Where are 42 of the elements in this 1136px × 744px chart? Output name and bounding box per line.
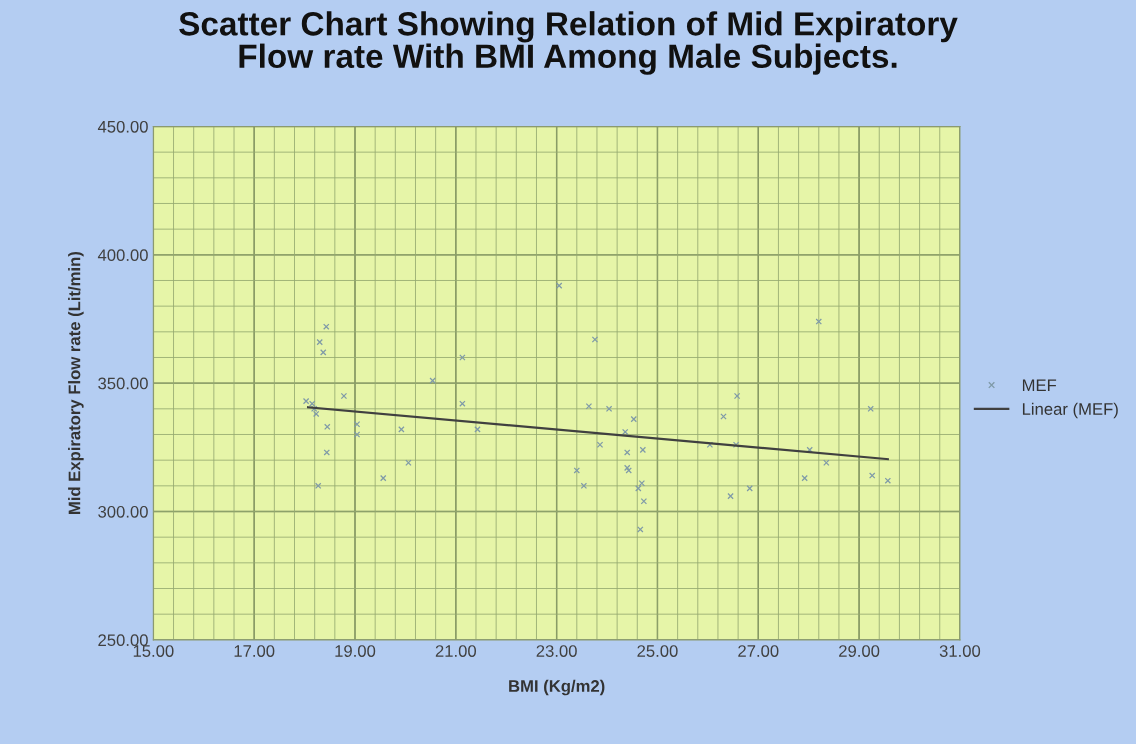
point bbox=[596, 441, 604, 448]
point bbox=[353, 421, 361, 428]
point bbox=[573, 467, 581, 474]
x-axis-title: BMI (Kg/m2) bbox=[509, 679, 605, 696]
point bbox=[815, 318, 822, 325]
point bbox=[623, 449, 631, 456]
point bbox=[867, 405, 874, 413]
chart-title: Scatter Chart Showing Relation of Mid Expiratory Flow rate With BMI Among Male Subjects. bbox=[179, 11, 958, 75]
point bbox=[727, 492, 734, 500]
x-tick-label: 31.00 bbox=[939, 645, 981, 657]
y-tick-label: 250.00 bbox=[98, 634, 148, 647]
point bbox=[405, 459, 412, 466]
y-tick-label: 300.00 bbox=[98, 505, 148, 518]
x-tick-label: 19.00 bbox=[335, 645, 376, 657]
y-tick-label: 350.00 bbox=[98, 377, 148, 390]
point bbox=[637, 526, 644, 533]
x-tick-label: 23.00 bbox=[536, 645, 577, 657]
x-tick-label: 25.00 bbox=[637, 645, 678, 657]
point bbox=[459, 354, 466, 361]
y-tick-label: 450.00 bbox=[97, 120, 148, 133]
point bbox=[801, 474, 808, 482]
x-tick-label: 21.00 bbox=[435, 645, 477, 657]
point bbox=[591, 336, 599, 343]
y-axis-title: Mid Expiratory Flow rate (Lit/min) bbox=[68, 252, 84, 514]
legend-label: Linear (MEF) bbox=[1022, 402, 1118, 419]
point bbox=[353, 431, 361, 438]
y-tick-label: 400.00 bbox=[97, 249, 148, 262]
point bbox=[621, 428, 629, 436]
point bbox=[323, 449, 330, 456]
x-tick-label: 17.00 bbox=[234, 645, 275, 657]
point bbox=[630, 415, 637, 423]
point bbox=[474, 426, 481, 433]
x-tick-label: 27.00 bbox=[738, 645, 779, 657]
point bbox=[868, 472, 876, 479]
point bbox=[585, 403, 593, 410]
point bbox=[555, 282, 563, 289]
point bbox=[316, 338, 323, 346]
point bbox=[312, 410, 320, 418]
x-tick-label: 15.00 bbox=[133, 645, 174, 657]
x-tick-label: 29.00 bbox=[839, 645, 880, 657]
legend-label: MEF bbox=[1022, 379, 1057, 391]
point bbox=[884, 477, 892, 484]
